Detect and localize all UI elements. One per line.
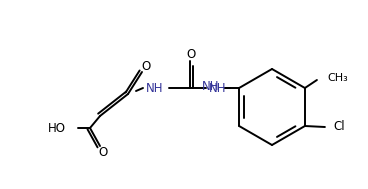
Text: O: O <box>98 146 107 160</box>
Text: NH: NH <box>202 81 220 94</box>
Text: NH: NH <box>146 81 164 94</box>
Text: CH₃: CH₃ <box>327 73 348 83</box>
Text: O: O <box>141 60 151 73</box>
Text: HO: HO <box>48 122 66 135</box>
Text: Cl: Cl <box>333 121 344 133</box>
Text: O: O <box>186 47 196 60</box>
Text: NH: NH <box>209 81 227 94</box>
